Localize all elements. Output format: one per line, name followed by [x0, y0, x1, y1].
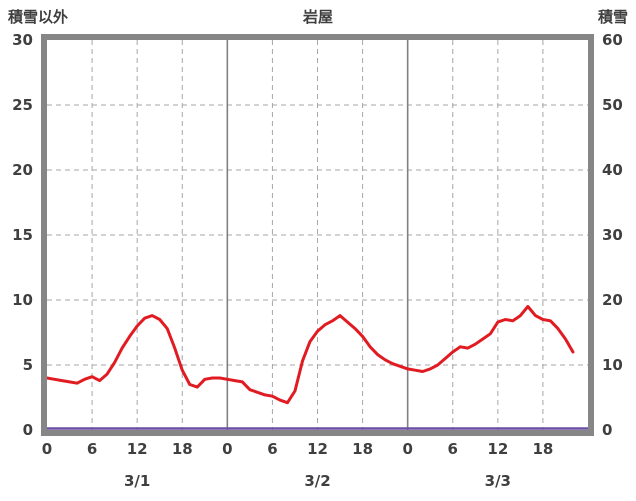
hour-tick-label: 12	[487, 440, 508, 458]
hour-tick-label: 12	[127, 440, 148, 458]
hour-tick-label: 6	[267, 440, 277, 458]
left-axis-title: 積雪以外	[8, 8, 69, 26]
left-axis-tick-label: 25	[12, 96, 33, 114]
left-axis-tick-label: 10	[12, 291, 33, 309]
left-axis-tick-label: 30	[12, 31, 33, 49]
left-axis-tick-label: 15	[12, 226, 33, 244]
right-axis-tick-label: 30	[602, 226, 623, 244]
right-axis-tick-label: 40	[602, 161, 623, 179]
left-axis-tick-label: 5	[23, 356, 33, 374]
hour-tick-label: 6	[448, 440, 458, 458]
hour-tick-label: 18	[352, 440, 373, 458]
hour-tick-label: 12	[307, 440, 328, 458]
right-axis-title: 積雪	[597, 8, 628, 26]
hour-tick-label: 6	[87, 440, 97, 458]
chart-title: 岩屋	[302, 8, 334, 26]
right-axis-tick-label: 0	[602, 421, 612, 439]
hour-tick-label: 18	[172, 440, 193, 458]
day-label: 3/2	[304, 472, 330, 490]
day-label: 3/3	[485, 472, 511, 490]
hour-tick-label: 0	[222, 440, 232, 458]
right-axis-tick-label: 20	[602, 291, 623, 309]
hour-tick-label: 0	[42, 440, 52, 458]
red-series-line	[45, 305, 575, 405]
right-axis-tick-label: 50	[602, 96, 623, 114]
right-axis-tick-label: 60	[602, 31, 623, 49]
left-axis-tick-label: 20	[12, 161, 33, 179]
hour-tick-label: 0	[402, 440, 412, 458]
plot-frame	[41, 34, 594, 436]
day-label: 3/1	[124, 472, 150, 490]
hour-tick-label: 18	[532, 440, 553, 458]
left-axis-tick-label: 0	[23, 421, 33, 439]
right-axis-tick-label: 10	[602, 356, 623, 374]
